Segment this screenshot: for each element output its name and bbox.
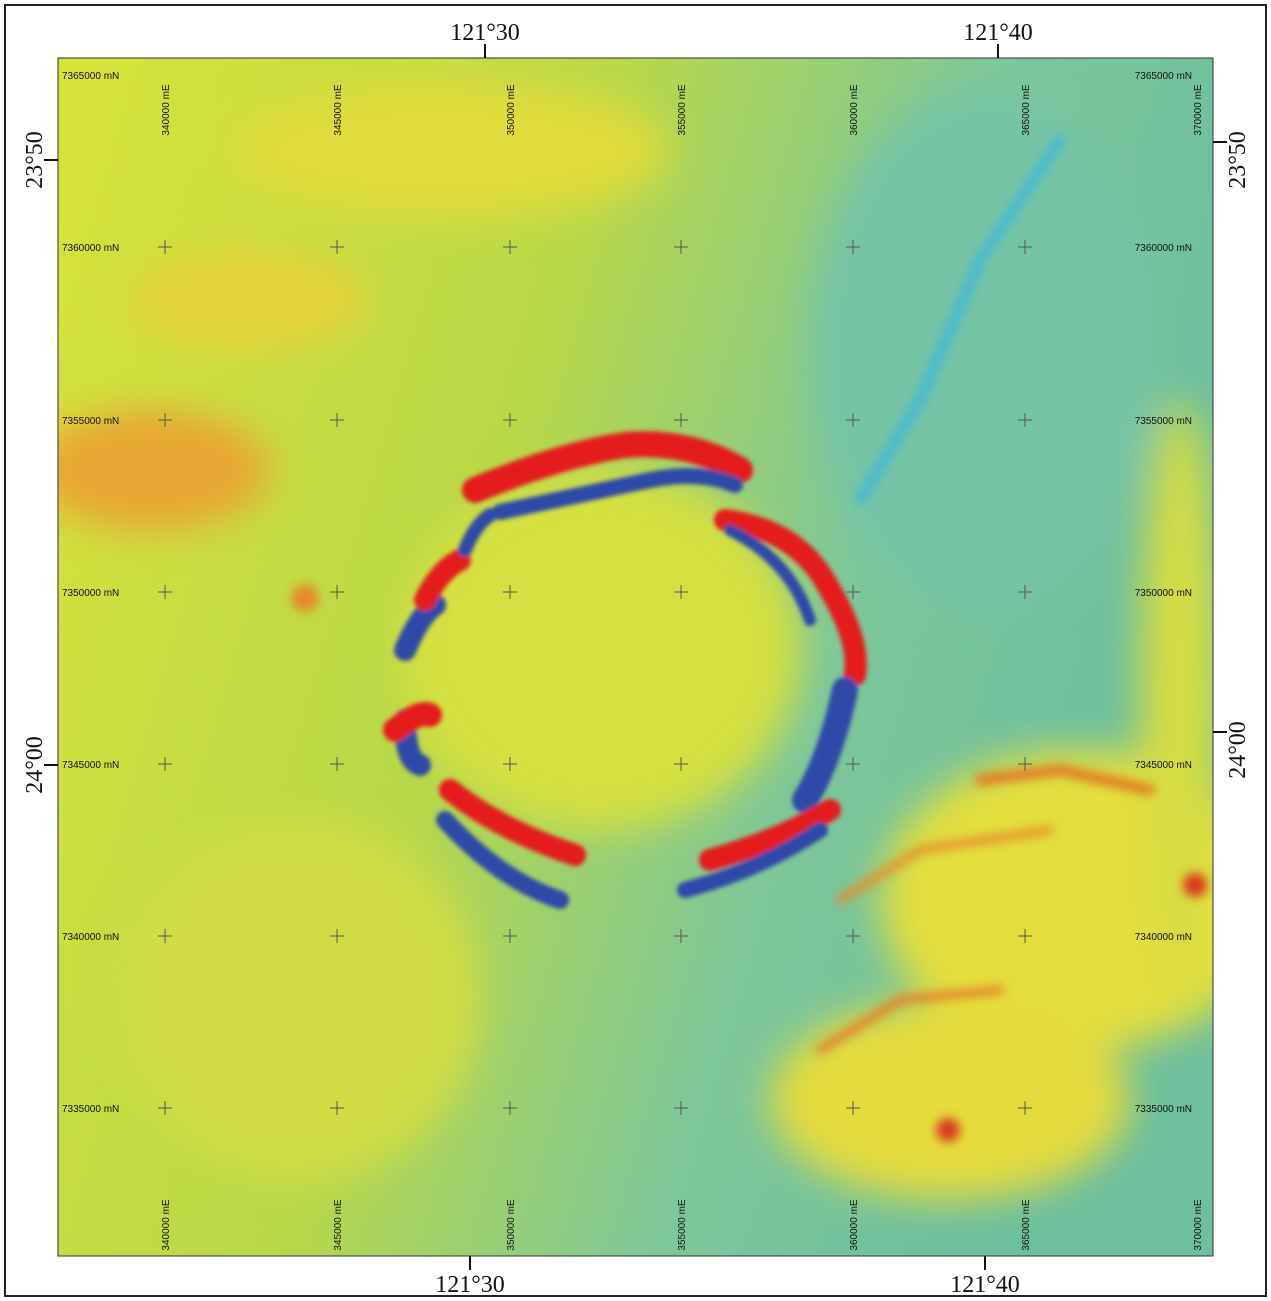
northing-label: 7365000 mN [1135,71,1192,82]
northing-label: 7335000 mN [62,1104,119,1115]
northing-label: 7350000 mN [62,588,119,599]
northing-label: 7355000 mN [62,416,119,427]
easting-label: 365000 mE [1021,84,1032,135]
northing-label: 7360000 mN [62,243,119,254]
easting-label: 370000 mE [1193,1199,1204,1250]
northing-label: 7340000 mN [1135,932,1192,943]
northing-label: 7355000 mN [1135,416,1192,427]
northing-label: 7335000 mN [1135,1104,1192,1115]
northing-label: 7365000 mN [62,71,119,82]
northing-label: 7340000 mN [62,932,119,943]
easting-label: 360000 mE [849,84,860,135]
longitude-label: 121°30 [450,20,520,46]
longitude-label: 121°30 [435,1272,505,1298]
northing-label: 7360000 mN [1135,243,1192,254]
easting-label: 370000 mE [1193,84,1204,135]
northing-label: 7345000 mN [62,760,119,771]
longitude-label: 121°40 [963,20,1033,46]
easting-label: 350000 mE [506,1199,517,1250]
easting-label: 350000 mE [506,84,517,135]
easting-label: 345000 mE [333,1199,344,1250]
easting-label: 340000 mE [161,1199,172,1250]
easting-label: 345000 mE [333,84,344,135]
easting-label: 365000 mE [1021,1199,1032,1250]
map-figure: 340000 mE 345000 mE 350000 mE 355000 mE 3600… [0,0,1271,1301]
longitude-label: 121°40 [950,1272,1020,1298]
northing-label: 7345000 mN [1135,760,1192,771]
latitude-label: 24°00 [1225,721,1251,779]
easting-label: 355000 mE [677,84,688,135]
raster [30,58,1271,1256]
easting-label: 340000 mE [161,84,172,135]
easting-label: 355000 mE [677,1199,688,1250]
latitude-label: 23°50 [1225,131,1251,189]
easting-label: 360000 mE [849,1199,860,1250]
northing-label: 7350000 mN [1135,588,1192,599]
